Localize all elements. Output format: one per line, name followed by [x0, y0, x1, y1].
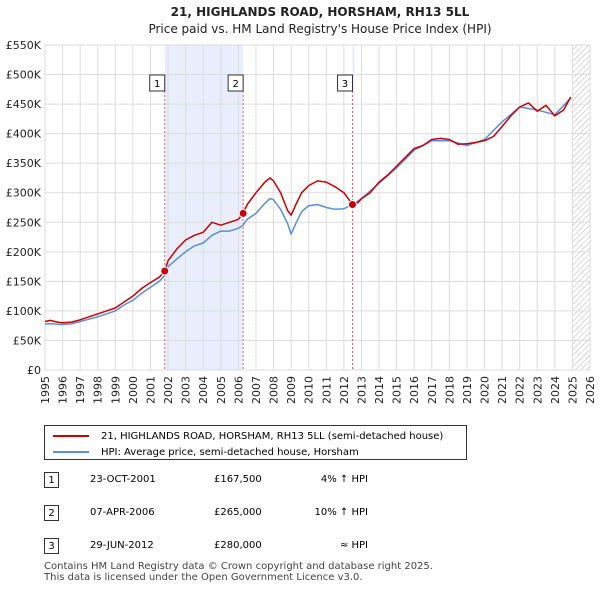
- x-tick-label: 2002: [162, 376, 175, 404]
- y-tick-label: £350K: [6, 157, 42, 170]
- legend-item-property: 21, HIGHLANDS ROAD, HORSHAM, RH13 5LL (s…: [53, 428, 443, 444]
- property-price-line: [44, 96, 572, 324]
- plot-area: [44, 44, 591, 371]
- x-tick-label: 2013: [355, 376, 368, 404]
- sale-marker-label: 2: [232, 79, 238, 90]
- x-tick-label: 2006: [232, 376, 245, 404]
- sale-marker-box: [149, 74, 166, 92]
- x-tick-label: 2020: [479, 376, 492, 404]
- sale-marker-label: 1: [154, 79, 160, 90]
- x-tick-label: 2000: [127, 376, 140, 404]
- sale-date: 07-APR-2006: [90, 507, 155, 518]
- future-hatch: [572, 45, 590, 370]
- sale-point: [160, 266, 170, 276]
- ownership-shade: [164, 45, 244, 370]
- sale-hpi-comparison: ≈ HPI: [339, 540, 368, 551]
- legend-swatch-property: [53, 435, 89, 437]
- sale-price: £265,000: [214, 507, 262, 518]
- x-tick-label: 2023: [531, 376, 544, 404]
- x-tick-label: 2018: [443, 376, 456, 404]
- legend-label-property: 21, HIGHLANDS ROAD, HORSHAM, RH13 5LL (s…: [101, 430, 444, 442]
- footer-copyright: Contains HM Land Registry data © Crown c…: [44, 561, 433, 572]
- x-tick-label: 2025: [566, 376, 579, 404]
- y-tick-label: £300K: [6, 187, 42, 200]
- x-tick-label: 2004: [197, 376, 210, 404]
- y-tick-label: £450K: [6, 98, 42, 111]
- sale-marker-box: [336, 74, 353, 92]
- y-tick-label: £250K: [6, 216, 42, 229]
- footer-attribution: Contains HM Land Registry data © Crown c…: [44, 561, 433, 583]
- x-tick-label: 2026: [584, 376, 597, 404]
- x-tick-label: 2010: [303, 376, 316, 404]
- legend-item-hpi: HPI: Average price, semi-detached house,…: [53, 444, 359, 460]
- sale-date: 29-JUN-2012: [90, 540, 154, 551]
- y-tick-label: £150K: [6, 275, 42, 288]
- x-tick-label: 2015: [391, 376, 404, 404]
- sale-row: 1 23-OCT-2001 £167,500 4% ↑ HPI: [44, 472, 464, 490]
- x-tick-label: 2012: [338, 376, 351, 404]
- chart-title: 21, HIGHLANDS ROAD, HORSHAM, RH13 5LL: [171, 5, 470, 19]
- legend: 21, HIGHLANDS ROAD, HORSHAM, RH13 5LL (s…: [44, 425, 467, 460]
- y-tick-label: £50K: [13, 334, 42, 347]
- sale-date: 23-OCT-2001: [90, 474, 156, 485]
- price-chart: 21, HIGHLANDS ROAD, HORSHAM, RH13 5LL Pr…: [6, 5, 597, 404]
- y-tick-label: £0: [27, 364, 41, 377]
- y-tick-label: £500K: [6, 69, 42, 82]
- y-tick-label: £550K: [6, 39, 42, 52]
- sale-hpi-comparison: 4% ↑ HPI: [320, 474, 368, 485]
- y-tick-label: £400K: [6, 128, 42, 141]
- sale-point: [238, 208, 248, 218]
- x-tick-label: 2003: [180, 376, 193, 404]
- sale-price: £167,500: [214, 474, 262, 485]
- chart-subtitle: Price paid vs. HM Land Registry's House …: [148, 22, 491, 36]
- legend-label-hpi: HPI: Average price, semi-detached house,…: [101, 446, 359, 458]
- footer-license: This data is licensed under the Open Gov…: [44, 572, 363, 583]
- sale-row: 3 29-JUN-2012 £280,000 ≈ HPI: [44, 538, 464, 556]
- sale-hpi-comparison: 10% ↑ HPI: [314, 507, 368, 518]
- x-tick-label: 1999: [109, 376, 122, 404]
- legend-swatch-hpi: [53, 451, 89, 453]
- x-tick-label: 2009: [285, 376, 298, 404]
- x-tick-label: 2021: [496, 376, 509, 404]
- sale-number: 3: [44, 538, 59, 554]
- x-tick-label: 2008: [268, 376, 281, 404]
- x-tick-label: 2005: [215, 376, 228, 404]
- y-tick-label: £100K: [6, 305, 42, 318]
- sale-marker-label: 3: [342, 79, 348, 90]
- x-tick-label: 2024: [549, 376, 562, 404]
- sale-marker-box: [227, 74, 244, 92]
- x-tick-label: 1996: [57, 376, 70, 404]
- x-tick-label: 2016: [408, 376, 421, 404]
- sale-number: 2: [44, 505, 59, 521]
- x-tick-label: 1995: [39, 376, 52, 404]
- sale-row: 2 07-APR-2006 £265,000 10% ↑ HPI: [44, 505, 464, 523]
- x-tick-label: 2019: [461, 376, 474, 404]
- sale-number: 1: [44, 472, 59, 488]
- x-tick-label: 2001: [144, 376, 157, 404]
- sale-price: £280,000: [214, 540, 262, 551]
- x-tick-label: 1997: [74, 376, 87, 404]
- hpi-line: [45, 97, 572, 326]
- sale-point: [347, 200, 357, 210]
- x-tick-label: 2022: [514, 376, 527, 404]
- x-tick-label: 2011: [320, 376, 333, 404]
- x-tick-label: 1998: [92, 376, 105, 404]
- x-tick-label: 2007: [250, 376, 263, 404]
- y-tick-label: £200K: [6, 246, 42, 259]
- x-tick-label: 2017: [426, 376, 439, 404]
- x-tick-label: 2014: [373, 376, 386, 404]
